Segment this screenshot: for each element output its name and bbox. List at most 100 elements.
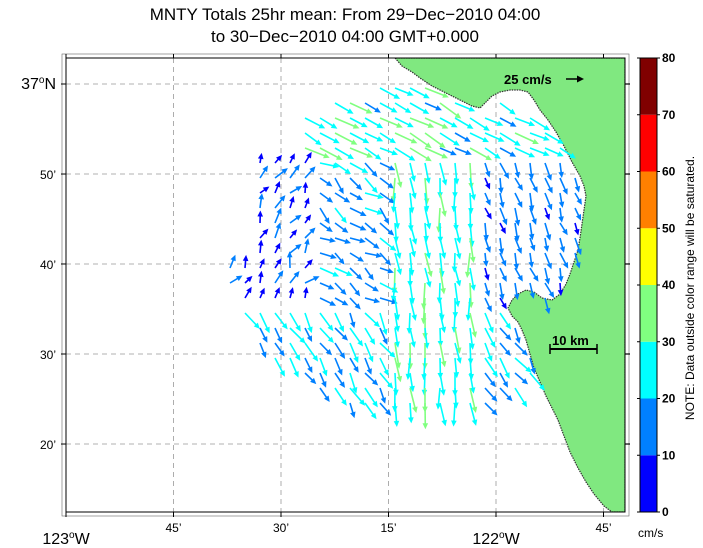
current-vector (484, 357, 498, 378)
current-vector (304, 117, 326, 129)
colorbar-tick-label: 70 (662, 108, 676, 122)
current-vector (334, 297, 349, 306)
current-vector (364, 252, 383, 258)
current-vector (304, 327, 313, 342)
current-vector (514, 177, 523, 191)
current-vector (289, 196, 295, 209)
current-vector (289, 271, 300, 284)
current-vector (439, 117, 458, 128)
current-vector (469, 132, 489, 143)
current-vector (393, 402, 400, 427)
x-tick-label: 123oW (42, 530, 90, 548)
current-vector (469, 267, 476, 291)
current-vector (364, 162, 378, 178)
current-vector (529, 207, 537, 225)
current-vector (499, 102, 516, 115)
current-vector (349, 402, 356, 419)
current-vector (379, 372, 394, 389)
current-vector (319, 147, 343, 160)
colorbar-tick-label: 10 (662, 448, 676, 462)
current-vector (379, 267, 394, 274)
current-vector (379, 102, 398, 113)
colorbar-segment (640, 398, 657, 456)
current-vector (529, 177, 538, 193)
current-vector (394, 117, 414, 128)
current-vector (424, 207, 432, 230)
current-vector (514, 342, 528, 356)
current-vector (319, 207, 330, 224)
current-vector (289, 229, 298, 239)
current-vector (499, 267, 507, 282)
current-vector (514, 162, 520, 179)
colorbar-segment (640, 228, 657, 285)
current-vector (499, 117, 517, 127)
current-vector (484, 372, 496, 388)
current-vector (349, 297, 361, 310)
current-vector (364, 342, 374, 363)
current-vector (559, 222, 568, 236)
current-vector (286, 251, 293, 269)
current-vector (349, 357, 359, 373)
current-vector (528, 192, 535, 212)
current-vector (451, 402, 457, 427)
current-vector (529, 117, 551, 131)
current-vector (229, 254, 236, 269)
current-vector (379, 342, 396, 358)
current-vector (302, 181, 309, 194)
current-vector (349, 117, 368, 128)
current-vector (454, 282, 461, 308)
current-vector (304, 372, 317, 385)
current-vector (319, 312, 334, 332)
current-vector (304, 276, 320, 284)
current-vector (349, 252, 364, 262)
current-vector (274, 342, 285, 357)
current-vector (557, 282, 564, 297)
current-vector (499, 372, 508, 388)
current-vector (424, 267, 432, 288)
current-vector (364, 357, 372, 375)
current-vector (364, 117, 384, 129)
scale-bar: 10 km (549, 333, 598, 354)
current-vector (349, 192, 363, 201)
current-vector (514, 327, 521, 344)
current-vector (364, 327, 376, 345)
current-vector (498, 237, 505, 255)
current-vector (394, 312, 400, 333)
current-vector (424, 237, 431, 260)
current-vector (483, 252, 489, 267)
colorbar-tick-label: 50 (662, 221, 676, 235)
current-vector (319, 222, 333, 232)
current-vector (319, 132, 340, 144)
current-vector (364, 177, 378, 194)
current-vector (423, 192, 430, 213)
current-vector (379, 312, 388, 336)
colorbar-tick-label: 80 (662, 51, 676, 65)
current-vector (528, 162, 535, 180)
current-vector (304, 197, 310, 209)
current-vector (409, 237, 416, 258)
current-vector (408, 402, 414, 424)
current-vector (574, 237, 582, 256)
current-vector (469, 237, 476, 263)
current-vector (364, 267, 374, 281)
current-vector (259, 342, 267, 359)
current-vector (379, 87, 401, 99)
current-vector (544, 297, 551, 315)
current-vector (514, 267, 523, 282)
colorbar-tick-label: 40 (662, 278, 676, 292)
current-vector (289, 327, 306, 344)
reference-arrow: 25 cm/s (504, 72, 584, 87)
current-vector (409, 372, 415, 393)
current-vector (439, 102, 462, 119)
current-vector (379, 192, 395, 204)
current-vector (559, 147, 576, 159)
current-vector (334, 177, 344, 195)
current-vector (379, 222, 395, 236)
current-vector (451, 252, 458, 273)
current-vector (409, 327, 416, 348)
current-vector (409, 132, 432, 149)
x-tick-label: 30’ (273, 521, 289, 535)
current-vector (499, 252, 507, 267)
current-vector (529, 267, 539, 282)
current-vector (514, 222, 520, 242)
